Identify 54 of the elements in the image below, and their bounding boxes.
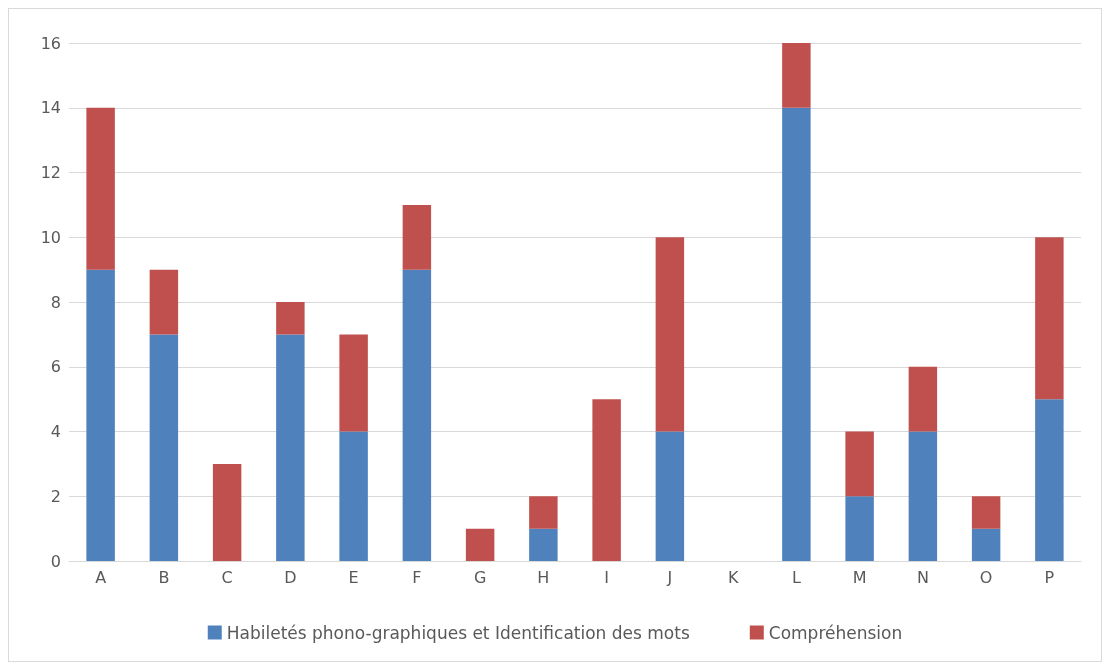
bar xyxy=(276,302,305,335)
x-tick-label: L xyxy=(791,567,801,587)
x-tick-label: E xyxy=(348,567,359,587)
x-tick-label: P xyxy=(1044,567,1055,587)
x-tick-label: I xyxy=(604,567,609,587)
bar xyxy=(339,334,368,432)
bar xyxy=(1035,399,1064,561)
y-tick-label: 4 xyxy=(50,422,61,441)
y-tick-label: 2 xyxy=(50,486,61,506)
x-tick-label: K xyxy=(727,567,739,587)
bar xyxy=(529,528,558,561)
legend-label: Compréhension xyxy=(768,622,903,643)
bar xyxy=(339,431,368,561)
x-tick-label: G xyxy=(473,567,487,587)
bar xyxy=(212,463,242,561)
y-tick-label: 10 xyxy=(40,227,61,247)
y-tick-label: 14 xyxy=(40,98,61,118)
x-tick-label: B xyxy=(158,567,170,587)
y-tick-label: 8 xyxy=(50,292,61,312)
x-tick-label: H xyxy=(537,567,550,587)
bar xyxy=(402,204,432,270)
x-tick-label: A xyxy=(95,567,107,587)
bar xyxy=(149,334,179,561)
bar xyxy=(845,496,874,561)
bar xyxy=(908,431,938,561)
x-tick-label: O xyxy=(979,567,993,587)
bar xyxy=(971,528,1001,561)
x-tick-label: C xyxy=(221,567,233,587)
bar xyxy=(465,528,495,561)
bar xyxy=(276,334,305,561)
bar xyxy=(655,237,685,432)
bar xyxy=(86,269,115,561)
bar xyxy=(845,431,874,497)
bar xyxy=(529,496,558,529)
bar xyxy=(1035,237,1064,400)
bar xyxy=(149,269,179,335)
y-tick-label: 0 xyxy=(50,551,61,571)
x-tick-label: J xyxy=(666,567,673,587)
x-tick-label: F xyxy=(412,567,422,587)
bar xyxy=(402,269,432,561)
bar xyxy=(86,107,115,270)
bar xyxy=(971,496,1001,529)
y-tick-label: 16 xyxy=(40,33,61,53)
bar xyxy=(592,399,621,561)
y-tick-label: 12 xyxy=(40,163,61,182)
bar xyxy=(782,107,811,561)
x-tick-label: D xyxy=(284,567,297,587)
x-tick-label: M xyxy=(852,567,867,587)
bar xyxy=(655,431,685,561)
bar xyxy=(782,43,811,108)
x-tick-label: N xyxy=(916,567,929,587)
legend-label: Habiletés phono-graphiques et Identification des mots xyxy=(226,622,690,643)
bar xyxy=(908,366,938,432)
y-tick-label: 6 xyxy=(50,357,61,377)
